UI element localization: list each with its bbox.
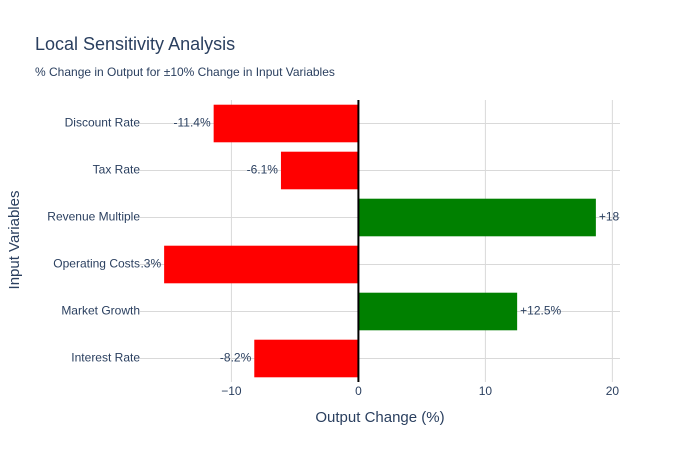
y-tick-label: Interest Rate (71, 351, 140, 365)
bar (358, 292, 518, 331)
x-tick-label: −10 (221, 384, 242, 398)
y-tick-label: Revenue Multiple (47, 210, 140, 224)
x-tick-label: 0 (355, 384, 362, 398)
x-tick-label: 10 (479, 384, 493, 398)
y-tick-label: Operating Costs (53, 257, 140, 271)
bar (164, 245, 359, 284)
chart-subtitle: % Change in Output for ±10% Change in In… (35, 65, 335, 79)
value-label: -11.4% (174, 116, 211, 130)
grid (140, 100, 620, 382)
value-label: -6.1% (247, 163, 279, 177)
bar (280, 151, 359, 190)
y-tick-label: Market Growth (61, 304, 140, 318)
bar (213, 104, 359, 143)
y-axis-title: Input Variables (6, 191, 23, 290)
y-tick-label: Discount Rate (65, 116, 141, 130)
value-label: -8.2% (220, 351, 252, 365)
x-tick-label: 20 (606, 384, 620, 398)
x-axis-title: Output Change (%) (315, 409, 444, 426)
bar (358, 198, 596, 237)
chart-title: Local Sensitivity Analysis (35, 34, 235, 54)
value-label: -15.3% (123, 257, 161, 271)
value-label: +18.7% (599, 210, 640, 224)
y-tick-label: Tax Rate (93, 163, 141, 177)
value-label: +12.5% (520, 304, 561, 318)
bar (254, 339, 359, 378)
value-labels: -11.4% -6.1% +18.7% -15.3% +12.5% -8.2% (123, 116, 640, 365)
bars (164, 104, 596, 378)
